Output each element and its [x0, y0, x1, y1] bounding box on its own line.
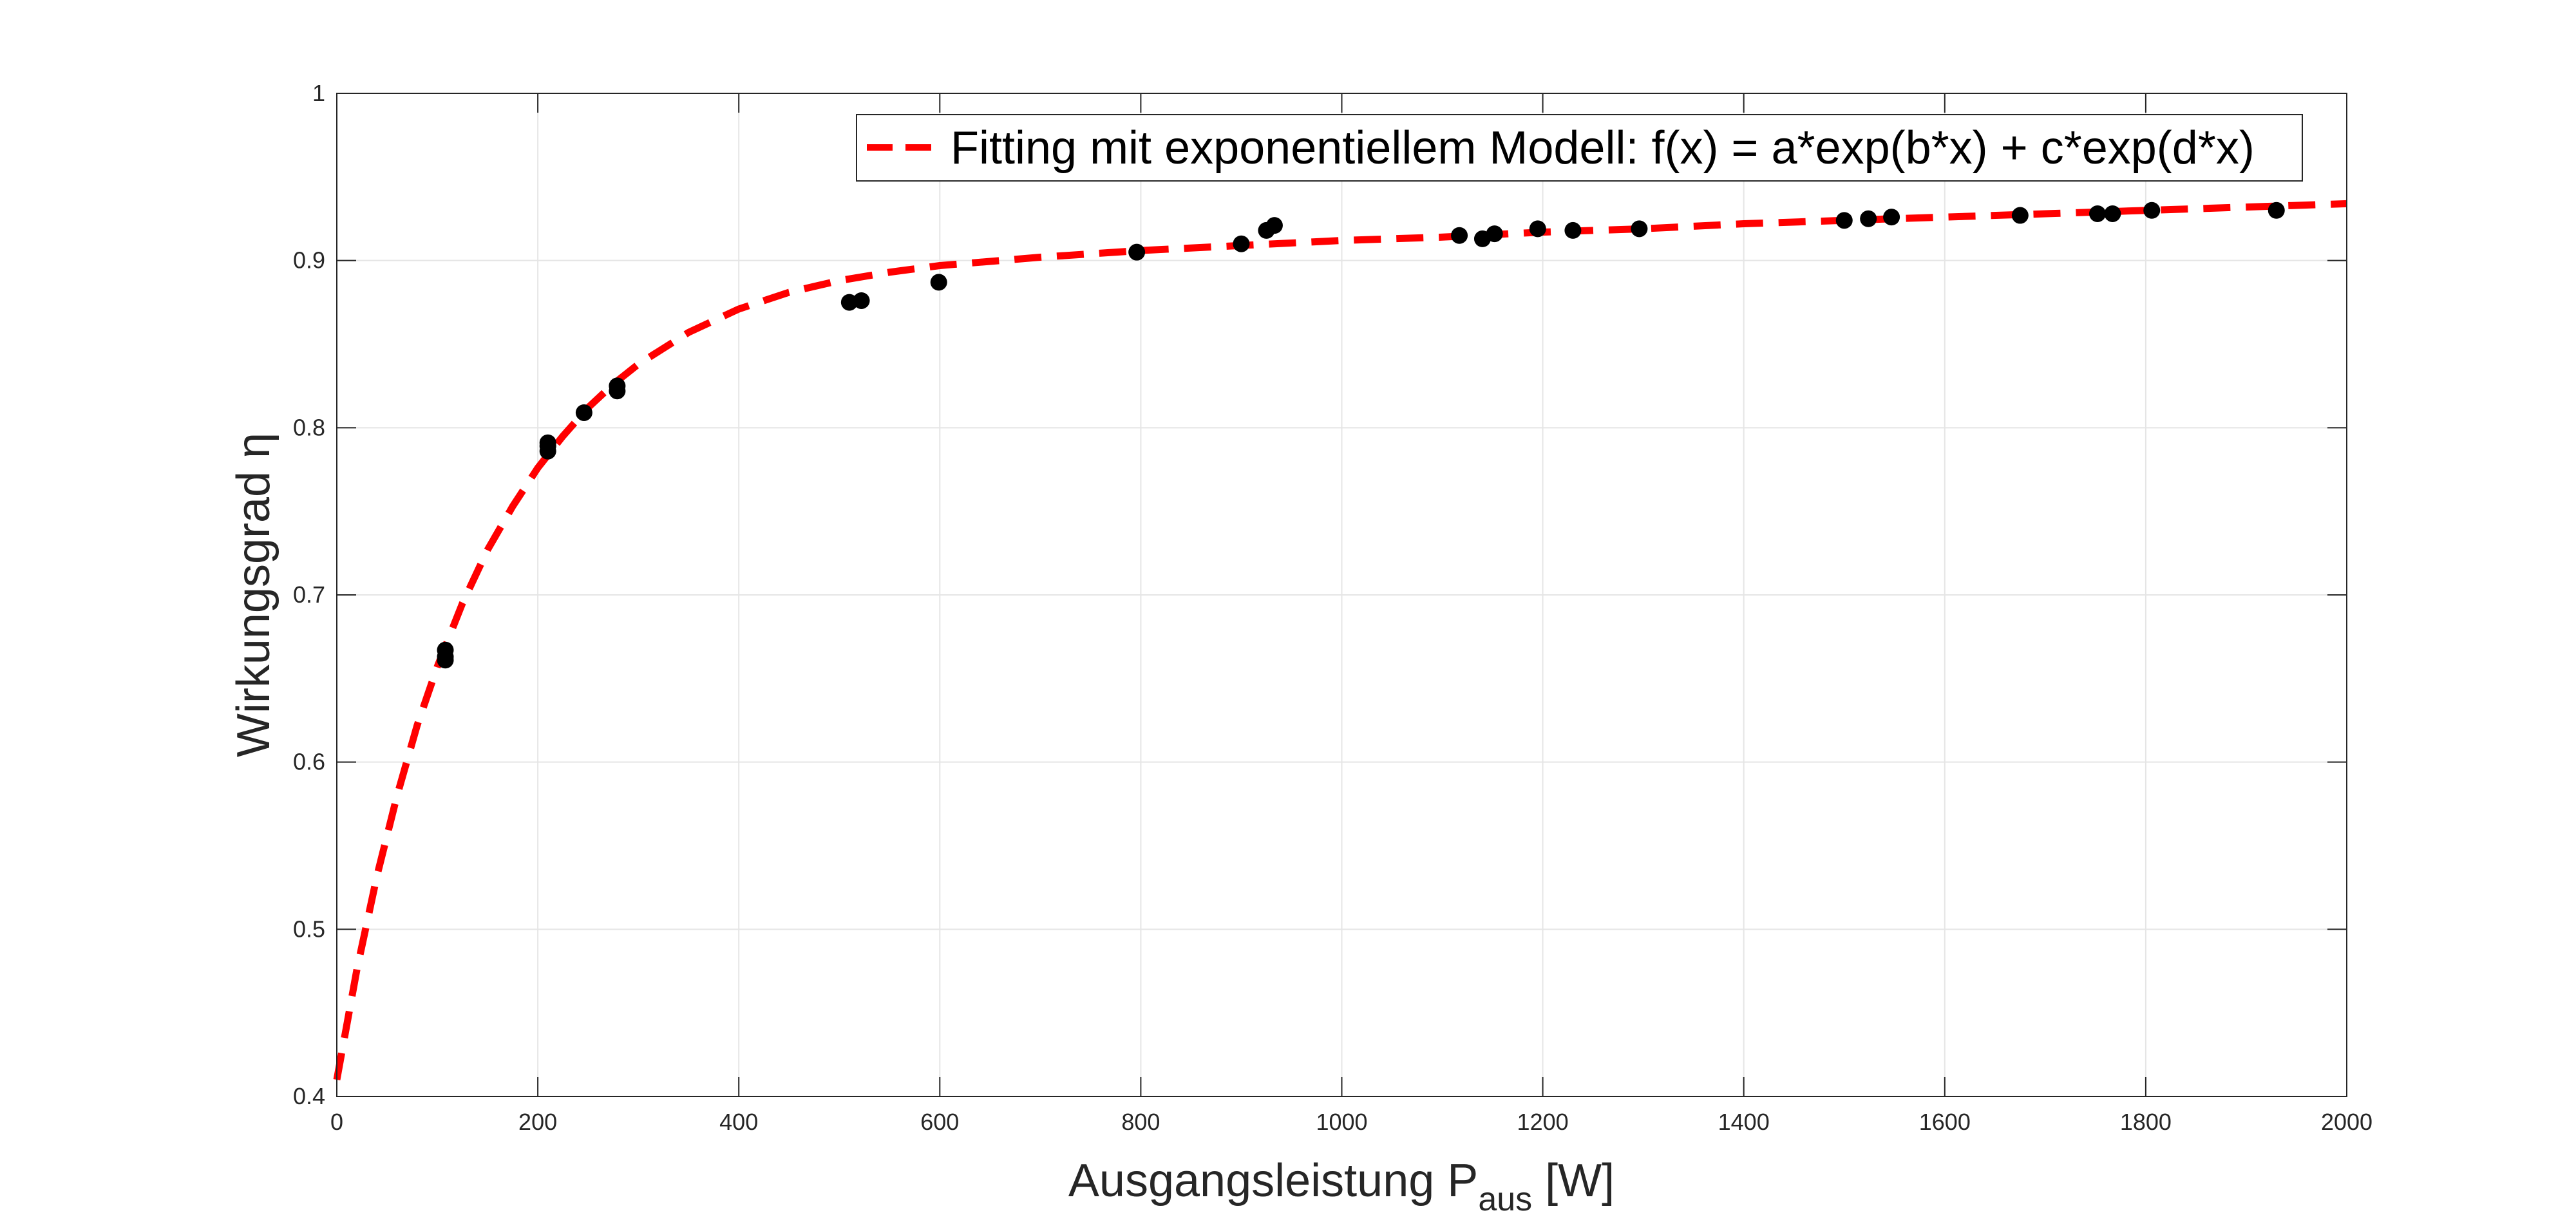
x-tick-label: 1200 [1517, 1109, 1569, 1135]
y-tick-label: 0.9 [293, 247, 325, 274]
data-point [437, 652, 454, 669]
fit-curve [333, 200, 2347, 1080]
x-tick-label: 800 [1121, 1109, 1160, 1135]
data-point [1529, 220, 1546, 238]
x-tick-label: 2000 [2321, 1109, 2372, 1135]
x-tick-label: 400 [719, 1109, 758, 1135]
x-tick-label: 1000 [1316, 1109, 1367, 1135]
data-point [609, 382, 626, 400]
data-point [575, 404, 592, 421]
y-tick-label: 0.5 [293, 916, 325, 942]
fit-curve-layer [333, 200, 2347, 1080]
ticks: 0 200 400 600 800 1000 1200 1400 1600 1800 2000 0.4… [293, 80, 2372, 1135]
x-axis-label: Ausgangsleistung Paus [W] [1068, 1155, 1615, 1218]
y-tick-label: 0.4 [293, 1083, 325, 1109]
data-point [2088, 205, 2106, 222]
data-point [1631, 220, 1648, 238]
x-tick-label: 1400 [1718, 1109, 1770, 1135]
plot-area: 0 200 400 600 800 1000 1200 1400 1600 1800 2000 0.4… [293, 80, 2372, 1135]
data-point [1860, 210, 1877, 227]
data-point [853, 292, 870, 309]
data-point [1486, 225, 1503, 243]
x-axis-label-subscript: aus [1478, 1181, 1532, 1218]
x-axis-label-main: Ausgangsleistung P [1068, 1155, 1478, 1207]
y-axis-label: Wirkungsgrad η [228, 433, 279, 757]
legend-fit-label: Fitting mit exponentiellem Modell: f(x) … [951, 122, 2255, 174]
data-points-layer [437, 202, 2285, 669]
data-point [2011, 207, 2029, 224]
x-tick-label: 1600 [1919, 1109, 1971, 1135]
data-point [930, 274, 947, 291]
y-tick-label: 0.7 [293, 581, 325, 608]
legend: Fitting mit exponentiellem Modell: f(x) … [856, 114, 2303, 182]
legend-box [856, 114, 2303, 182]
data-point [2268, 202, 2285, 219]
x-tick-label: 0 [330, 1109, 343, 1135]
data-point [1451, 227, 1468, 244]
x-tick-label: 200 [518, 1109, 557, 1135]
data-point [1564, 221, 1582, 239]
data-point [1233, 235, 1250, 252]
x-tick-label: 1800 [2120, 1109, 2172, 1135]
data-point [1835, 212, 1853, 229]
y-tick-label: 0.8 [293, 414, 325, 440]
data-point [2104, 205, 2121, 222]
data-point [1128, 243, 1146, 261]
data-point [2143, 202, 2161, 219]
x-axis-label-unit: [W] [1532, 1155, 1615, 1207]
data-point [1883, 209, 1900, 226]
data-point [539, 442, 556, 460]
y-tick-label: 1 [312, 80, 325, 106]
x-tick-label: 600 [920, 1109, 959, 1135]
y-tick-label: 0.6 [293, 749, 325, 775]
data-point [1265, 217, 1283, 234]
